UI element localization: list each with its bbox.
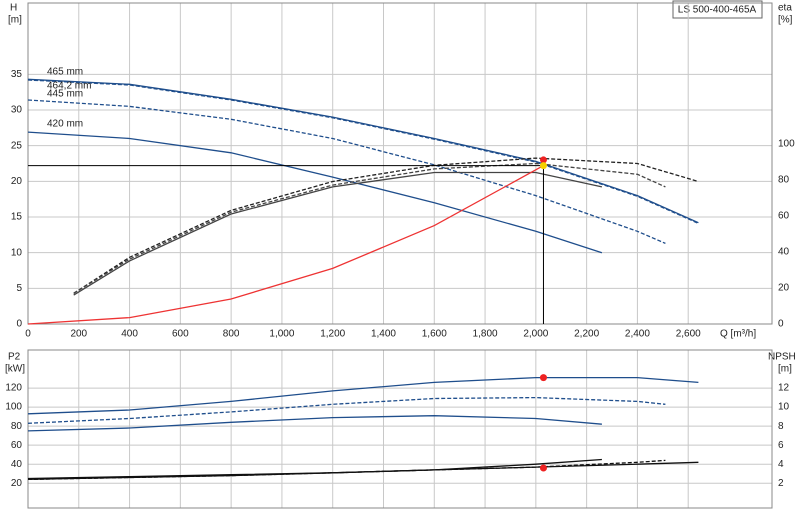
y-tick-label: 20 xyxy=(11,176,23,187)
curve xyxy=(27,376,699,415)
marker-point xyxy=(539,464,547,472)
plot-frame xyxy=(27,2,773,325)
x-tick-label: 600 xyxy=(172,329,189,340)
y2-tick-label: 20 xyxy=(778,283,790,294)
y-tick-label: 15 xyxy=(11,212,23,223)
x-tick-label: 1,600 xyxy=(422,329,447,340)
x-tick-label: 1,200 xyxy=(320,329,345,340)
y2-tick-label: 40 xyxy=(778,247,790,258)
curve xyxy=(27,165,544,325)
y-tick-label: 25 xyxy=(11,140,23,151)
y-tick-label: 35 xyxy=(11,69,23,80)
y2-tick-label: 2 xyxy=(778,478,784,489)
curve xyxy=(73,162,666,294)
y-tick-label: 40 xyxy=(11,459,23,470)
x-tick-label: 2,400 xyxy=(625,329,650,340)
y-axis-title: P2 xyxy=(8,352,21,363)
y-tick-label: 5 xyxy=(16,283,22,294)
plot-frame xyxy=(27,349,773,509)
y-tick-label: 100 xyxy=(5,402,22,413)
curve-label: 445 mm xyxy=(47,89,83,100)
chart-title: LS 500-400-465A xyxy=(678,5,757,16)
x-tick-label: 1,400 xyxy=(371,329,396,340)
x-tick-label: 400 xyxy=(121,329,138,340)
duty-point xyxy=(539,162,547,170)
y2-tick-label: 10 xyxy=(778,402,790,413)
x-tick-label: 1,000 xyxy=(269,329,294,340)
y2-tick-label: 6 xyxy=(778,440,784,451)
y-axis-unit: [m] xyxy=(8,15,22,26)
x-axis-title: Q [m³/h] xyxy=(720,329,756,340)
marker-point xyxy=(539,156,547,164)
x-tick-label: 200 xyxy=(70,329,87,340)
marker-point xyxy=(539,374,547,382)
y-tick-label: 10 xyxy=(11,247,23,258)
y2-tick-label: 60 xyxy=(778,210,790,221)
y-tick-label: 60 xyxy=(11,440,23,451)
y2-tick-label: 0 xyxy=(778,319,784,330)
curve xyxy=(27,99,666,244)
curve xyxy=(27,396,666,424)
x-tick-label: 0 xyxy=(25,329,31,340)
y2-axis-unit: [m] xyxy=(778,364,792,375)
x-tick-label: 2,200 xyxy=(574,329,599,340)
y-axis-title: H xyxy=(10,3,17,14)
curve-label: 420 mm xyxy=(47,119,83,130)
y2-tick-label: 4 xyxy=(778,459,784,470)
y2-tick-label: 80 xyxy=(778,174,790,185)
curve xyxy=(73,171,603,296)
curve xyxy=(27,415,602,432)
x-tick-label: 1,800 xyxy=(473,329,498,340)
y-tick-label: 0 xyxy=(16,319,22,330)
curve xyxy=(27,458,602,481)
title-box xyxy=(672,0,763,19)
x-tick-label: 800 xyxy=(223,329,240,340)
y-tick-label: 30 xyxy=(11,105,23,116)
curve-label: 464,2 mm xyxy=(47,81,91,92)
y2-axis-unit: [%] xyxy=(778,15,793,26)
x-tick-label: 2,600 xyxy=(676,329,701,340)
curve-label: 465 mm xyxy=(47,67,83,78)
y2-axis-title: eta xyxy=(778,3,792,14)
y2-axis-title: NPSH xyxy=(768,352,796,363)
curve xyxy=(27,131,603,254)
y-tick-label: 80 xyxy=(11,421,23,432)
y2-tick-label: 8 xyxy=(778,421,784,432)
curve xyxy=(73,157,699,294)
y2-tick-label: 12 xyxy=(778,383,790,394)
curve xyxy=(27,78,699,224)
y-tick-label: 20 xyxy=(11,478,23,489)
x-tick-label: 2,000 xyxy=(523,329,548,340)
y-axis-unit: [kW] xyxy=(5,364,25,375)
y2-tick-label: 100 xyxy=(778,138,795,149)
y-tick-label: 120 xyxy=(5,383,22,394)
